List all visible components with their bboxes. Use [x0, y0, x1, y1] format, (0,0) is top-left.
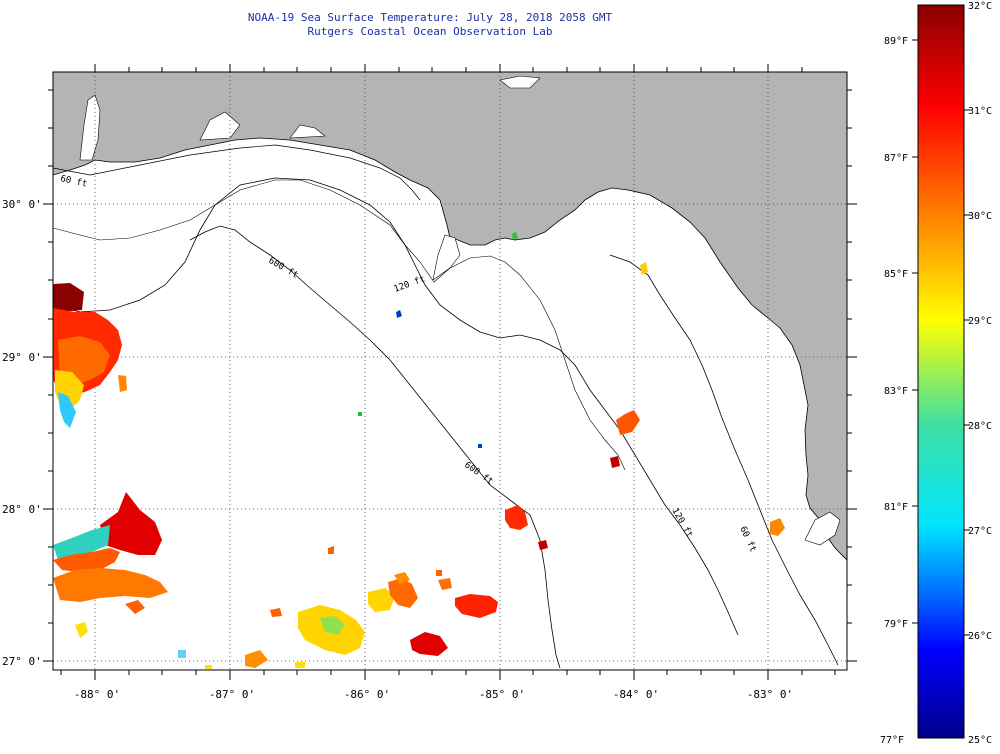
- lon-label: -86° 0': [344, 688, 390, 701]
- colorbar-f-label: 89°F: [884, 36, 908, 47]
- map-frame: [52, 71, 848, 671]
- temperature-colorbar: [917, 4, 965, 739]
- map-title: NOAA-19 Sea Surface Temperature: July 28…: [247, 11, 613, 24]
- colorbar-f-label: 77°F: [880, 735, 904, 746]
- colorbar-c-label: 31°C: [968, 106, 992, 117]
- lat-label: 27° 0': [2, 655, 42, 668]
- lon-label: -83° 0': [747, 688, 793, 701]
- graticule: [53, 72, 847, 670]
- land-mass: [53, 72, 847, 561]
- lon-label: -88° 0': [74, 688, 120, 701]
- colorbar-f-label: 85°F: [884, 269, 908, 280]
- lon-label: -87° 0': [209, 688, 255, 701]
- lat-label: 29° 0': [2, 351, 42, 364]
- colorbar-f-label: 83°F: [884, 386, 908, 397]
- isobath-120ft: [53, 177, 739, 636]
- colorbar-c-label: 25°C: [968, 735, 992, 746]
- lon-label: -85° 0': [479, 688, 525, 701]
- lat-label: 28° 0': [2, 503, 42, 516]
- colorbar-c-label: 30°C: [968, 211, 992, 222]
- isobath-60ft-east: [609, 254, 839, 666]
- isobath-600ft: [189, 225, 561, 669]
- colorbar-c-label: 32°C: [968, 1, 992, 12]
- axis-ticks: [43, 64, 857, 680]
- colorbar-f-label: 79°F: [884, 619, 908, 630]
- sst-data-patches: [53, 232, 785, 669]
- lat-label: 30° 0': [2, 198, 42, 211]
- map-subtitle: Rutgers Coastal Ocean Observation Lab: [307, 25, 553, 38]
- lon-label: -84° 0': [613, 688, 659, 701]
- colorbar-f-label: 81°F: [884, 502, 908, 513]
- colorbar-c-label: 29°C: [968, 316, 992, 327]
- colorbar-f-label: 87°F: [884, 153, 908, 164]
- colorbar-c-label: 26°C: [968, 631, 992, 642]
- colorbar-c-label: 27°C: [968, 526, 992, 537]
- colorbar-c-label: 28°C: [968, 421, 992, 432]
